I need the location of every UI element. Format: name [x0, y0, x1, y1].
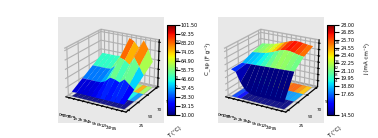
Y-axis label: T (°C): T (°C): [167, 125, 183, 138]
Y-axis label: T (°C): T (°C): [327, 125, 342, 138]
